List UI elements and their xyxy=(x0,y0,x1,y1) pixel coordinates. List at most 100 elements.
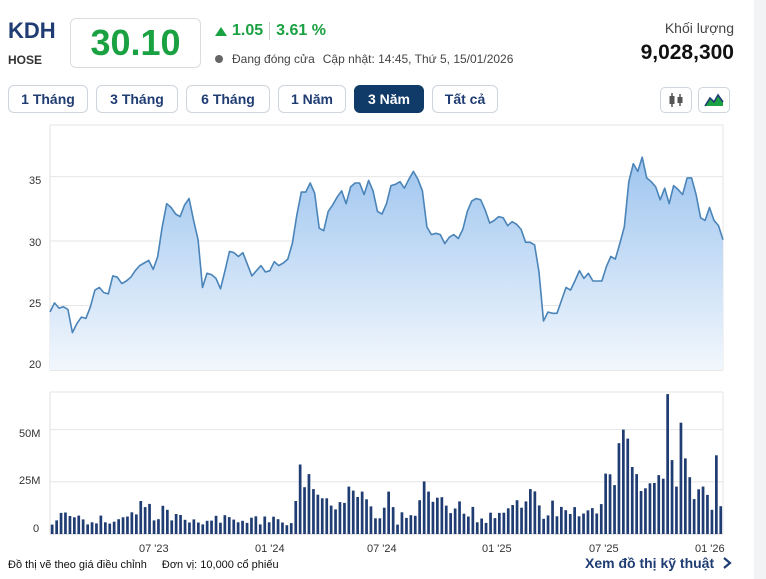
volume-bar xyxy=(369,506,373,534)
volume-bar xyxy=(422,481,426,534)
volume-bar xyxy=(343,502,346,534)
volume-bar xyxy=(285,525,289,534)
volume-bar xyxy=(697,489,700,534)
volume-bar xyxy=(591,508,594,534)
volume-bar xyxy=(431,501,435,534)
volume-bar xyxy=(188,522,191,534)
tab-3-year[interactable]: 3 Năm xyxy=(354,85,424,113)
volume-bar xyxy=(166,509,169,534)
volume-bar xyxy=(210,520,213,534)
volume-bar xyxy=(444,505,448,534)
tab-1-month[interactable]: 1 Tháng xyxy=(8,85,88,113)
volume-bar xyxy=(701,486,705,534)
volume-bar xyxy=(316,494,320,534)
volume-bar xyxy=(449,513,452,534)
volume-bar xyxy=(294,501,298,534)
mountain-chart-button[interactable] xyxy=(698,87,730,113)
volume-bar xyxy=(254,516,258,535)
volume-bar xyxy=(59,512,63,534)
volume-bar xyxy=(542,518,545,534)
price-y-tick-20: 20 xyxy=(29,359,42,371)
volume-bar xyxy=(139,501,143,534)
volume-bar xyxy=(365,499,368,534)
technical-chart-link-label: Xem đồ thị kỹ thuật xyxy=(585,555,715,571)
volume-bar xyxy=(657,475,661,534)
x-tick-07-25: 07 '25 xyxy=(589,543,619,555)
volume-bar xyxy=(121,517,125,534)
price-y-tick-30: 30 xyxy=(29,237,42,249)
volume-bar xyxy=(108,523,112,534)
volume-bar xyxy=(55,520,58,534)
volume-bar xyxy=(351,490,355,534)
volume-bar xyxy=(692,499,696,534)
volume-bar xyxy=(480,518,483,534)
technical-chart-link[interactable]: Xem đồ thị kỹ thuật xyxy=(585,555,734,571)
volume-bar xyxy=(524,501,528,534)
volume-bar xyxy=(555,516,559,535)
volume-bar xyxy=(595,513,599,534)
volume-bar xyxy=(197,522,200,534)
volume-bar xyxy=(223,515,227,534)
volume-bar xyxy=(413,515,417,534)
volume-bar xyxy=(73,517,76,534)
tab-6-month[interactable]: 6 Tháng xyxy=(186,85,270,113)
volume-bar xyxy=(90,522,94,534)
volume-bar xyxy=(170,520,174,534)
volume-bar xyxy=(135,514,138,534)
current-price: 30.10 xyxy=(70,18,201,68)
x-tick-01-24: 01 '24 xyxy=(255,543,285,555)
volume-bar xyxy=(258,524,262,534)
volume-bar xyxy=(586,510,590,534)
volume-bar xyxy=(675,486,678,534)
tab-all[interactable]: Tất cả xyxy=(432,85,498,113)
volume-bar xyxy=(661,478,665,534)
volume-bar xyxy=(157,519,160,534)
volume-bar xyxy=(436,497,439,534)
candlestick-button[interactable] xyxy=(660,87,692,113)
volume-bar xyxy=(453,508,457,534)
volume-bar xyxy=(232,519,236,534)
volume-bar xyxy=(715,455,718,534)
volume-bar xyxy=(684,458,687,534)
volume-bar xyxy=(471,506,475,534)
volume-bar xyxy=(537,505,541,534)
volume-bar xyxy=(577,516,581,535)
volume-value: 9,028,300 xyxy=(640,41,734,64)
volume-bar xyxy=(219,522,222,534)
volume-y-tick-0: 0 xyxy=(33,523,40,535)
volume-bar xyxy=(374,518,377,534)
exchange-label: HOSE xyxy=(8,53,43,67)
volume-bar xyxy=(281,522,284,534)
price-line xyxy=(49,156,724,334)
volume-bar xyxy=(427,491,430,534)
volume-bar xyxy=(617,443,621,534)
tab-1-year[interactable]: 1 Năm xyxy=(278,85,346,113)
volume-bar xyxy=(276,519,280,534)
volume-bar xyxy=(396,524,399,534)
volume-bar xyxy=(653,483,656,534)
status-text: Đang đóng cửa xyxy=(232,52,315,66)
volume-bar xyxy=(670,460,674,534)
volume-bar xyxy=(622,429,625,534)
volume-bar xyxy=(161,505,165,534)
volume-bar xyxy=(551,500,554,534)
volume-bar xyxy=(644,488,647,534)
volume-bar xyxy=(201,524,205,534)
price-y-tick-35: 35 xyxy=(29,175,42,187)
x-tick-07-23: 07 '23 xyxy=(139,543,169,555)
volume-bar xyxy=(484,522,488,534)
volume-bar xyxy=(648,483,652,534)
market-status: Đang đóng cửa Cập nhật: 14:45, Thứ 5, 15… xyxy=(215,52,513,66)
tab-3-month[interactable]: 3 Tháng xyxy=(96,85,178,113)
volume-bar xyxy=(112,521,116,534)
volume-bar xyxy=(250,517,253,534)
volume-bar xyxy=(475,522,479,534)
page-edge xyxy=(754,0,766,579)
divider xyxy=(269,22,271,40)
change-percent: 3.61 % xyxy=(276,22,326,39)
volume-bar xyxy=(298,464,302,534)
volume-bar xyxy=(236,522,240,534)
volume-bar xyxy=(347,486,351,534)
volume-bar xyxy=(719,506,723,534)
volume-bar xyxy=(582,513,585,534)
